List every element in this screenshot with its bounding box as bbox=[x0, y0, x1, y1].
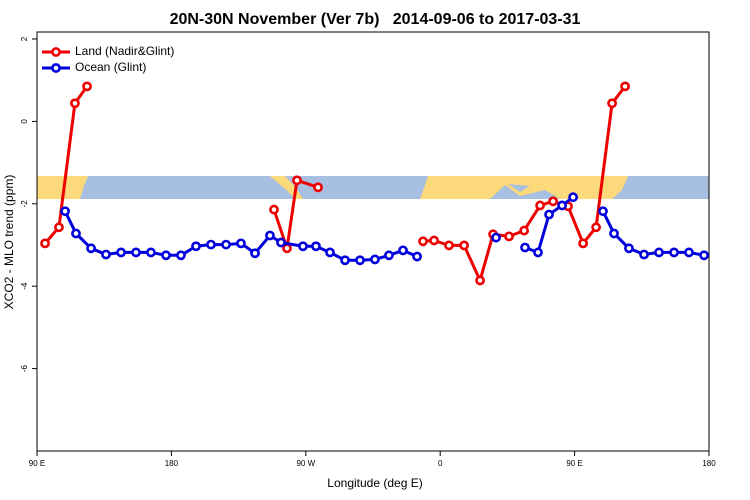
data-point bbox=[221, 239, 231, 250]
data-point bbox=[607, 98, 617, 109]
data-point bbox=[535, 200, 546, 211]
data-point bbox=[206, 239, 216, 250]
data-point bbox=[444, 240, 454, 251]
data-point bbox=[70, 98, 80, 109]
data-point bbox=[276, 237, 286, 248]
data-point bbox=[639, 249, 649, 260]
data-point bbox=[191, 241, 201, 252]
data-point bbox=[578, 238, 589, 249]
x-tick-label: 180 bbox=[165, 459, 179, 468]
plot-frame bbox=[36, 31, 710, 452]
data-point bbox=[533, 247, 543, 258]
x-tick-label: 0 bbox=[438, 459, 443, 468]
x-tick-label: 180 bbox=[702, 459, 716, 468]
data-point bbox=[624, 243, 634, 254]
data-point bbox=[609, 228, 619, 239]
data-point bbox=[459, 240, 469, 251]
data-point bbox=[620, 81, 630, 92]
legend-label: Land (Nadir&Glint) bbox=[75, 44, 174, 58]
data-point bbox=[491, 232, 501, 243]
x-tick-label: 90 E bbox=[29, 459, 45, 468]
y-tick-label: 0 bbox=[20, 119, 29, 124]
data-point bbox=[429, 235, 439, 246]
data-point bbox=[504, 231, 514, 242]
series bbox=[60, 192, 709, 266]
data-point bbox=[699, 250, 709, 261]
data-point bbox=[60, 206, 70, 217]
data-point bbox=[54, 222, 64, 233]
data-point bbox=[311, 241, 321, 252]
data-point bbox=[669, 247, 679, 258]
data-point bbox=[370, 254, 380, 265]
data-point bbox=[71, 228, 81, 239]
y-tick-label: 2 bbox=[20, 36, 29, 41]
data-point bbox=[684, 247, 694, 258]
data-point bbox=[292, 175, 302, 186]
legend-marker bbox=[51, 47, 61, 57]
map-strip bbox=[37, 176, 709, 199]
data-point bbox=[557, 200, 567, 211]
y-tick-label: -4 bbox=[20, 282, 29, 290]
data-point bbox=[598, 206, 608, 217]
x-tick-label: 90 E bbox=[566, 459, 582, 468]
data-point bbox=[384, 250, 394, 261]
data-point bbox=[412, 251, 422, 262]
data-point bbox=[591, 222, 602, 233]
data-point bbox=[544, 209, 554, 220]
data-point bbox=[101, 249, 111, 260]
data-point bbox=[548, 196, 558, 207]
data-point bbox=[418, 236, 428, 247]
data-point bbox=[146, 247, 156, 258]
legend-label: Ocean (Glint) bbox=[75, 60, 146, 74]
data-point bbox=[298, 241, 308, 252]
data-point bbox=[236, 238, 246, 249]
data-point bbox=[398, 245, 408, 256]
data-point bbox=[250, 248, 260, 259]
data-point bbox=[161, 250, 171, 261]
chart-title: 20N-30N November (Ver 7b) 2014-09-06 to … bbox=[170, 11, 581, 28]
x-tick-label: 90 W bbox=[296, 459, 315, 468]
data-point bbox=[269, 204, 279, 215]
data-point bbox=[82, 81, 92, 92]
data-point bbox=[475, 275, 485, 286]
y-tick-label: -2 bbox=[20, 200, 29, 208]
data-point bbox=[176, 250, 186, 261]
y-axis-label: XCO2 - MLO trend (ppm) bbox=[2, 175, 16, 310]
series-line bbox=[272, 178, 319, 249]
data-point bbox=[40, 238, 50, 249]
data-point bbox=[355, 255, 365, 266]
data-point bbox=[313, 182, 323, 193]
data-point bbox=[265, 230, 275, 241]
data-point bbox=[520, 242, 530, 253]
x-axis-label: Longitude (deg E) bbox=[327, 476, 422, 490]
data-point bbox=[325, 247, 335, 258]
data-point bbox=[86, 243, 96, 254]
data-point bbox=[519, 225, 530, 236]
data-point bbox=[568, 192, 579, 203]
legend-marker bbox=[51, 63, 61, 73]
data-point bbox=[340, 255, 350, 266]
data-point bbox=[131, 247, 141, 258]
data-point bbox=[654, 247, 664, 258]
data-point bbox=[116, 247, 126, 258]
series-line bbox=[43, 85, 89, 245]
series bbox=[40, 81, 630, 286]
y-tick-label: -6 bbox=[20, 364, 29, 372]
